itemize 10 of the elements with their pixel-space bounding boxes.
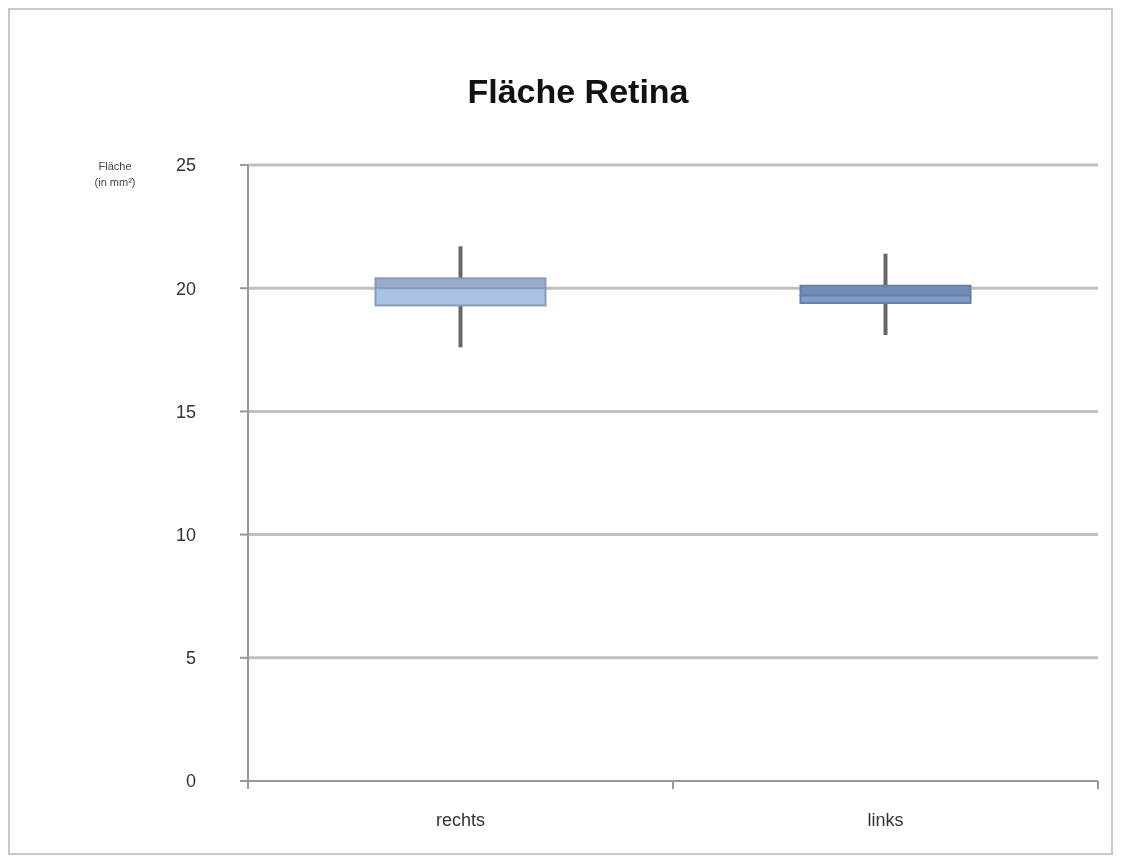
- x-tick-label: rechts: [435, 810, 486, 830]
- y-tick-label: 15: [175, 401, 196, 422]
- x-tick-label: links: [867, 810, 904, 830]
- y-tick-label: 20: [175, 278, 196, 299]
- chart-title: Fläche Retina: [467, 72, 690, 110]
- y-axis-title: Fläche (in mm²): [94, 160, 136, 188]
- y-tick-label: 0: [185, 771, 196, 792]
- y-tick-label: 25: [175, 155, 196, 176]
- y-tick-label: 10: [175, 524, 196, 545]
- y-tick-label: 5: [185, 648, 196, 669]
